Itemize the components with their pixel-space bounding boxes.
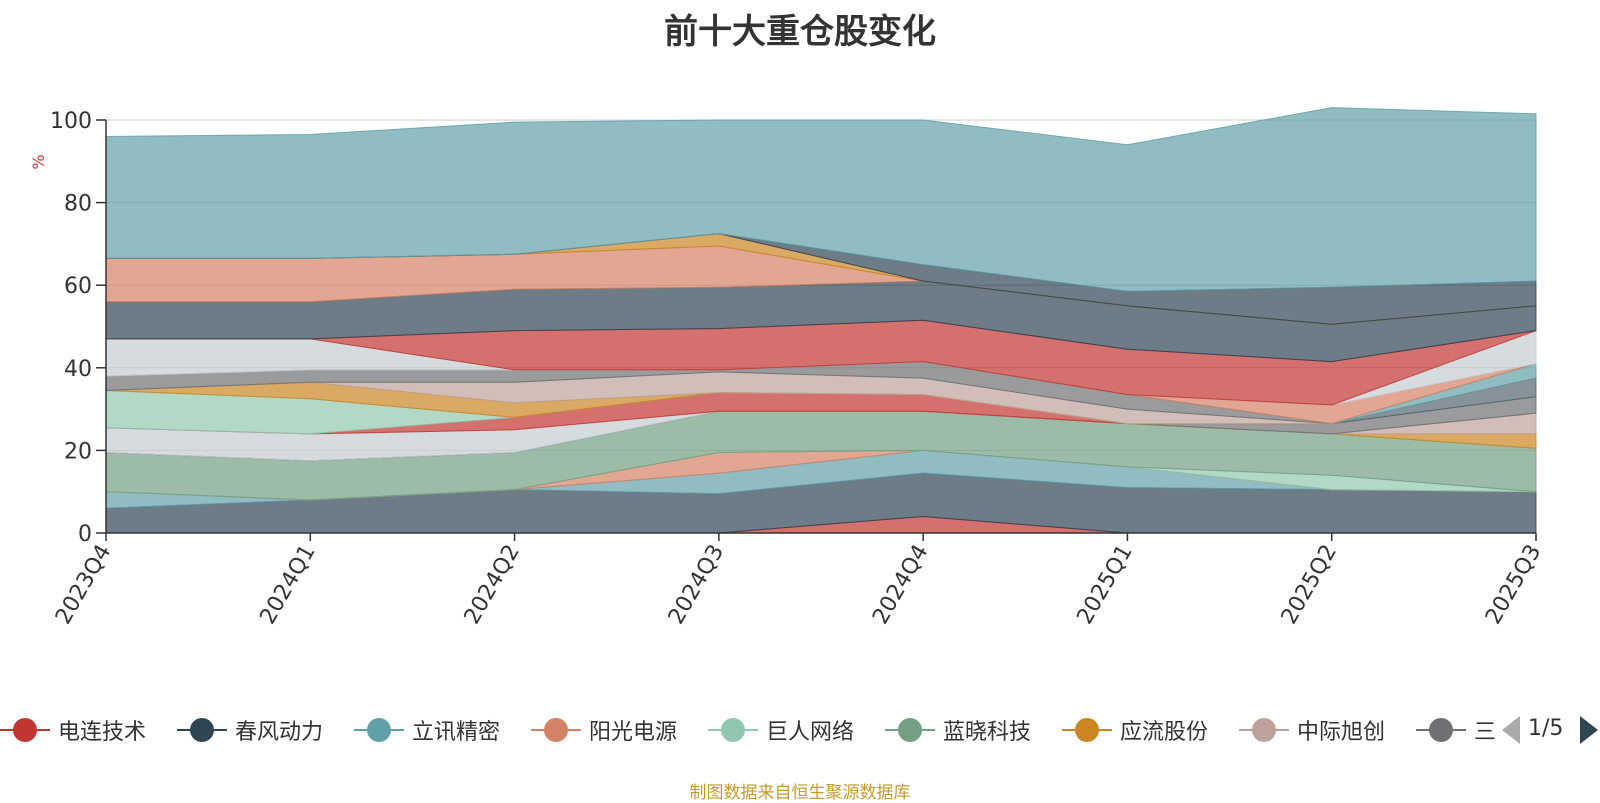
pager-page-indicator: 1/5 [1528, 716, 1564, 741]
legend-label: 立讯精密 [412, 720, 501, 745]
legend-item[interactable]: 巨人网络 [708, 712, 854, 748]
y-tick-label: 40 [64, 357, 92, 382]
legend-label: 春风动力 [235, 720, 324, 745]
legend-marker-icon [708, 712, 758, 748]
y-tick-label: 100 [50, 109, 92, 134]
x-tick-label: 2025Q2 [1277, 541, 1342, 629]
legend-item[interactable]: 阳光电源 [531, 712, 677, 748]
legend-marker-icon [177, 712, 227, 748]
x-tick-label: 2024Q1 [255, 541, 320, 629]
legend-label: 阳光电源 [589, 720, 678, 745]
legend-item[interactable]: 三 [1416, 712, 1496, 748]
y-tick-label: 20 [64, 439, 92, 464]
y-tick-label: 0 [78, 522, 92, 547]
legend-marker-icon [354, 712, 404, 748]
area-chart: 0 20 40 60 80 100 2023Q4 2024Q1 2024Q2 2024Q3 2024… [29, 107, 1546, 629]
chart-title: 前十大重仓股变化 [664, 12, 936, 52]
pager-prev-arrow-icon[interactable] [1502, 716, 1520, 744]
legend-item[interactable]: 应流股份 [1062, 712, 1208, 748]
legend-marker-icon [1062, 712, 1112, 748]
legend-label: 应流股份 [1120, 720, 1209, 745]
legend-label: 电连技术 [58, 720, 147, 745]
legend-pager: 1/5 [1500, 712, 1600, 748]
y-axis-label: % [29, 154, 48, 169]
x-tick-label: 2025Q3 [1481, 541, 1546, 629]
legend-marker-icon [1239, 712, 1289, 748]
pager-next-arrow-icon[interactable] [1580, 716, 1598, 744]
legend-label: 蓝晓科技 [943, 720, 1032, 745]
x-tick-label: 2025Q1 [1073, 541, 1138, 629]
legend: 电连技术 春风动力 立讯精密 阳光电源 巨人网络 蓝晓科技 应流股份 中际旭创 三 [0, 712, 1500, 748]
x-tick-label: 2023Q4 [51, 541, 116, 629]
legend-item[interactable]: 立讯精密 [354, 712, 500, 748]
legend-marker-icon [531, 712, 581, 748]
legend-label: 三 [1474, 720, 1497, 745]
stacked-areas [105, 107, 1537, 534]
data-source-note: 制图数据来自恒生聚源数据库 [689, 783, 911, 803]
legend-item[interactable]: 春风动力 [177, 712, 323, 748]
legend-marker-icon [885, 712, 935, 748]
legend-item[interactable]: 中际旭创 [1239, 712, 1385, 748]
legend-item[interactable]: 电连技术 [0, 712, 146, 748]
y-tick-label: 60 [64, 274, 92, 299]
legend-label: 巨人网络 [766, 720, 855, 745]
x-tick-label: 2024Q2 [460, 541, 525, 629]
area-series-25[interactable] [105, 107, 1537, 292]
legend-item[interactable]: 蓝晓科技 [885, 712, 1031, 748]
y-tick-label: 80 [64, 192, 92, 217]
legend-marker-icon [1416, 712, 1466, 748]
x-tick-label: 2024Q3 [664, 541, 729, 629]
legend-label: 中际旭创 [1297, 720, 1386, 745]
x-tick-label: 2024Q4 [868, 541, 933, 629]
legend-marker-icon [0, 712, 50, 748]
